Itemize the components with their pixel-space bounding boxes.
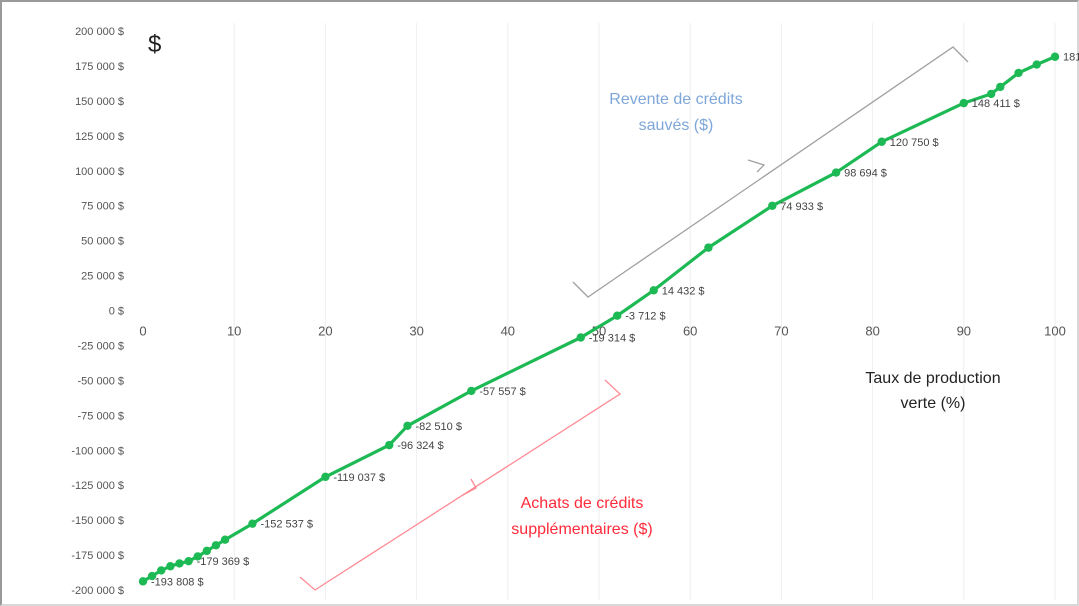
data-point xyxy=(1032,60,1041,69)
y-tick-label: 100 000 $ xyxy=(75,166,124,178)
data-points xyxy=(138,52,1060,586)
y-tick-label: 125 000 $ xyxy=(75,131,124,143)
y-tick-label: -200 000 $ xyxy=(71,585,124,597)
data-label: 181 580 $ xyxy=(1063,52,1079,64)
resale-bracket-tip xyxy=(747,159,766,173)
y-tick-label: -25 000 $ xyxy=(78,340,124,352)
y-tick-label: 150 000 $ xyxy=(75,96,124,108)
y-tick-label: 0 $ xyxy=(109,306,124,318)
y-tick-label: -50 000 $ xyxy=(78,375,124,387)
data-labels: -193 808 $ -179 369 $ -152 537 $ -119 037 $… xyxy=(151,52,1079,589)
data-point xyxy=(220,535,230,544)
x-tick-label: 0 xyxy=(139,324,146,339)
y-tick-label: -75 000 $ xyxy=(78,410,124,422)
purchase-annotation-line-2: supplémentaires ($) xyxy=(511,521,652,538)
x-tick-label: 10 xyxy=(227,324,241,339)
data-point xyxy=(385,440,394,450)
data-point xyxy=(831,168,841,177)
data-point xyxy=(768,201,777,210)
series-line xyxy=(141,55,1057,583)
data-point xyxy=(1050,52,1060,61)
y-unit-label: $ xyxy=(148,31,161,58)
data-label: 120 750 $ xyxy=(890,137,939,149)
y-tick-label: 75 000 $ xyxy=(81,201,124,213)
x-axis-title-line-2: verte (%) xyxy=(901,395,966,412)
y-tick-label: 25 000 $ xyxy=(81,271,124,283)
data-point xyxy=(986,89,996,99)
data-label: -152 537 $ xyxy=(260,519,313,531)
data-point xyxy=(138,577,148,586)
data-point xyxy=(576,333,585,342)
x-tick-label: 90 xyxy=(957,324,971,339)
data-point xyxy=(193,552,202,561)
y-tick-label: -100 000 $ xyxy=(71,445,124,457)
data-label: -57 557 $ xyxy=(479,386,525,398)
purchase-bracket-tip xyxy=(462,478,477,496)
data-point xyxy=(649,286,658,295)
x-tick-label: 20 xyxy=(318,324,332,339)
y-axis-tick-labels: 200 000 $ 175 000 $ 150 000 $ 125 000 $ 100 … xyxy=(71,26,124,597)
y-tick-label: -175 000 $ xyxy=(71,550,124,562)
x-tick-label: 60 xyxy=(683,324,697,339)
data-label: -3 712 $ xyxy=(625,311,665,323)
data-label: -179 369 $ xyxy=(197,556,250,568)
data-point xyxy=(248,519,257,528)
data-label: 74 933 $ xyxy=(780,201,823,213)
data-label: 14 432 $ xyxy=(662,285,705,297)
data-point xyxy=(175,559,184,568)
data-point xyxy=(996,82,1005,92)
data-label: -82 510 $ xyxy=(415,421,461,433)
x-tick-label: 80 xyxy=(865,324,879,339)
resale-annotation-line-1: Revente de crédits xyxy=(609,91,742,108)
resale-bracket xyxy=(572,46,969,298)
data-label: -96 324 $ xyxy=(397,440,443,452)
y-tick-label: -125 000 $ xyxy=(71,480,124,492)
data-point xyxy=(184,556,193,566)
y-tick-label: 175 000 $ xyxy=(75,61,124,73)
data-label: 98 694 $ xyxy=(844,168,887,180)
data-point xyxy=(403,421,412,431)
data-label: -19 314 $ xyxy=(589,332,635,344)
data-point xyxy=(166,562,175,571)
data-point xyxy=(202,546,212,556)
data-label: 148 411 $ xyxy=(972,98,1020,110)
y-tick-label: -150 000 $ xyxy=(71,515,124,527)
data-point xyxy=(211,541,221,550)
y-tick-label: 200 000 $ xyxy=(75,26,124,38)
data-point xyxy=(147,571,157,581)
data-label: -193 808 $ xyxy=(151,576,204,588)
vertical-gridlines xyxy=(233,23,1056,600)
data-point xyxy=(157,566,166,575)
x-tick-label: 70 xyxy=(774,324,788,339)
x-tick-label: 100 xyxy=(1044,324,1066,339)
resale-annotation-line-2: sauvés ($) xyxy=(639,117,714,134)
x-axis-title-line-1: Taux de production xyxy=(865,370,1000,387)
data-point xyxy=(467,386,476,396)
data-point xyxy=(321,472,330,482)
purchase-bracket xyxy=(299,379,622,591)
x-tick-label: 40 xyxy=(501,324,515,339)
x-tick-label: 30 xyxy=(409,324,423,339)
purchase-annotation-line-1: Achats de crédits xyxy=(521,495,644,512)
data-point xyxy=(877,137,886,146)
y-tick-label: 50 000 $ xyxy=(81,236,124,248)
data-point xyxy=(613,311,622,320)
data-point xyxy=(1014,68,1023,78)
data-point xyxy=(959,98,968,108)
data-label: -119 037 $ xyxy=(333,472,385,484)
data-point xyxy=(704,243,713,252)
